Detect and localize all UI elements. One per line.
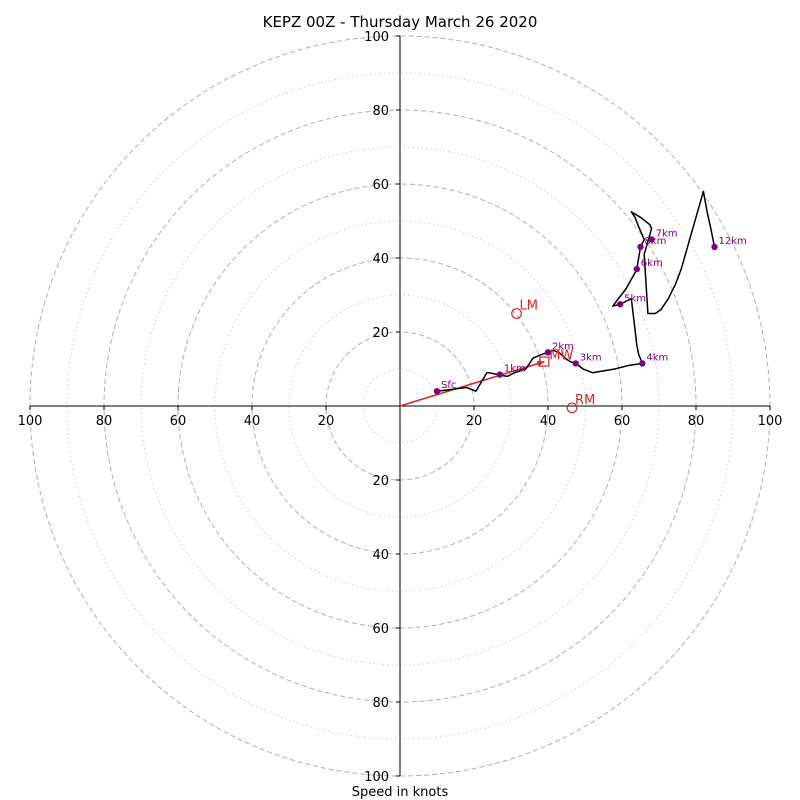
- height-label-2km: 2km: [552, 341, 574, 352]
- storm-motion-label-RM: RM: [575, 393, 595, 408]
- storm-motion-marker-RM: [566, 402, 578, 414]
- height-label-1km: 1km: [504, 364, 526, 375]
- storm-motion-label-LM: LM: [520, 299, 538, 314]
- x-tick-label: 60: [614, 414, 631, 429]
- height-marker-2km: [544, 349, 552, 356]
- x-tick-label: 60: [170, 414, 187, 429]
- y-tick-label: 20: [372, 326, 389, 341]
- y-tick-label: 100: [364, 30, 389, 45]
- height-label-8km: 8km: [645, 236, 667, 247]
- y-tick-label: 60: [372, 622, 389, 637]
- height-marker-12km: [711, 243, 718, 251]
- height-marker-Sfc: [433, 388, 441, 395]
- x-tick-label: 40: [244, 414, 261, 429]
- x-tick-label: 20: [466, 414, 483, 429]
- y-tick-label: 20: [372, 474, 389, 489]
- chart-title: KEPZ 00Z - Thursday March 26 2020: [263, 13, 538, 31]
- mean-wind-label: MW: [549, 349, 573, 364]
- x-tick-label: 80: [96, 414, 113, 429]
- x-tick-label: 20: [318, 414, 335, 429]
- height-marker-7km: [648, 236, 655, 243]
- mean-wind-marker: [539, 356, 550, 367]
- mean-wind-vector: [399, 360, 545, 407]
- x-tick-label: 100: [758, 414, 783, 429]
- y-tick-label: 80: [372, 696, 389, 711]
- hodograph-line: [436, 190, 716, 392]
- storm-motion-marker-LM: [511, 308, 522, 319]
- height-marker-4km: [639, 360, 646, 367]
- axis-tick-labels: 20 20 20 20 40 40 40 40 60 60 60 60 80 80 80 80 100 100 10…: [18, 30, 783, 785]
- x-tick-label: 100: [18, 414, 43, 429]
- height-label-5km: 5km: [624, 293, 646, 304]
- y-tick-label: 40: [372, 252, 389, 267]
- storm-motion-markers: MW LM RM: [511, 299, 595, 414]
- height-marker-3km: [572, 360, 579, 367]
- mean-wind-arrow-shaft: [399, 360, 545, 407]
- y-tick-label: 60: [372, 178, 389, 193]
- y-tick-label: 100: [364, 770, 389, 785]
- height-marker-5km: [616, 301, 624, 308]
- height-marker-8km: [637, 243, 644, 251]
- x-tick-label: 40: [540, 414, 557, 429]
- height-label-Sfc: Sfc: [441, 380, 456, 391]
- height-label-6km: 6km: [641, 258, 663, 269]
- height-label-3km: 3km: [580, 352, 602, 363]
- height-marker-6km: [633, 265, 640, 273]
- height-label-12km: 12km: [719, 236, 747, 247]
- x-tick-label: 80: [688, 414, 705, 429]
- y-tick-label: 80: [372, 104, 389, 119]
- height-label-4km: 4km: [646, 352, 668, 363]
- y-tick-label: 40: [372, 548, 389, 563]
- height-marker-1km: [496, 371, 504, 378]
- mean-wind-arrow-head: [536, 360, 545, 367]
- x-axis-label: Speed in knots: [352, 785, 449, 800]
- hodograph-trace: [436, 190, 716, 392]
- height-label-7km: 7km: [656, 229, 678, 240]
